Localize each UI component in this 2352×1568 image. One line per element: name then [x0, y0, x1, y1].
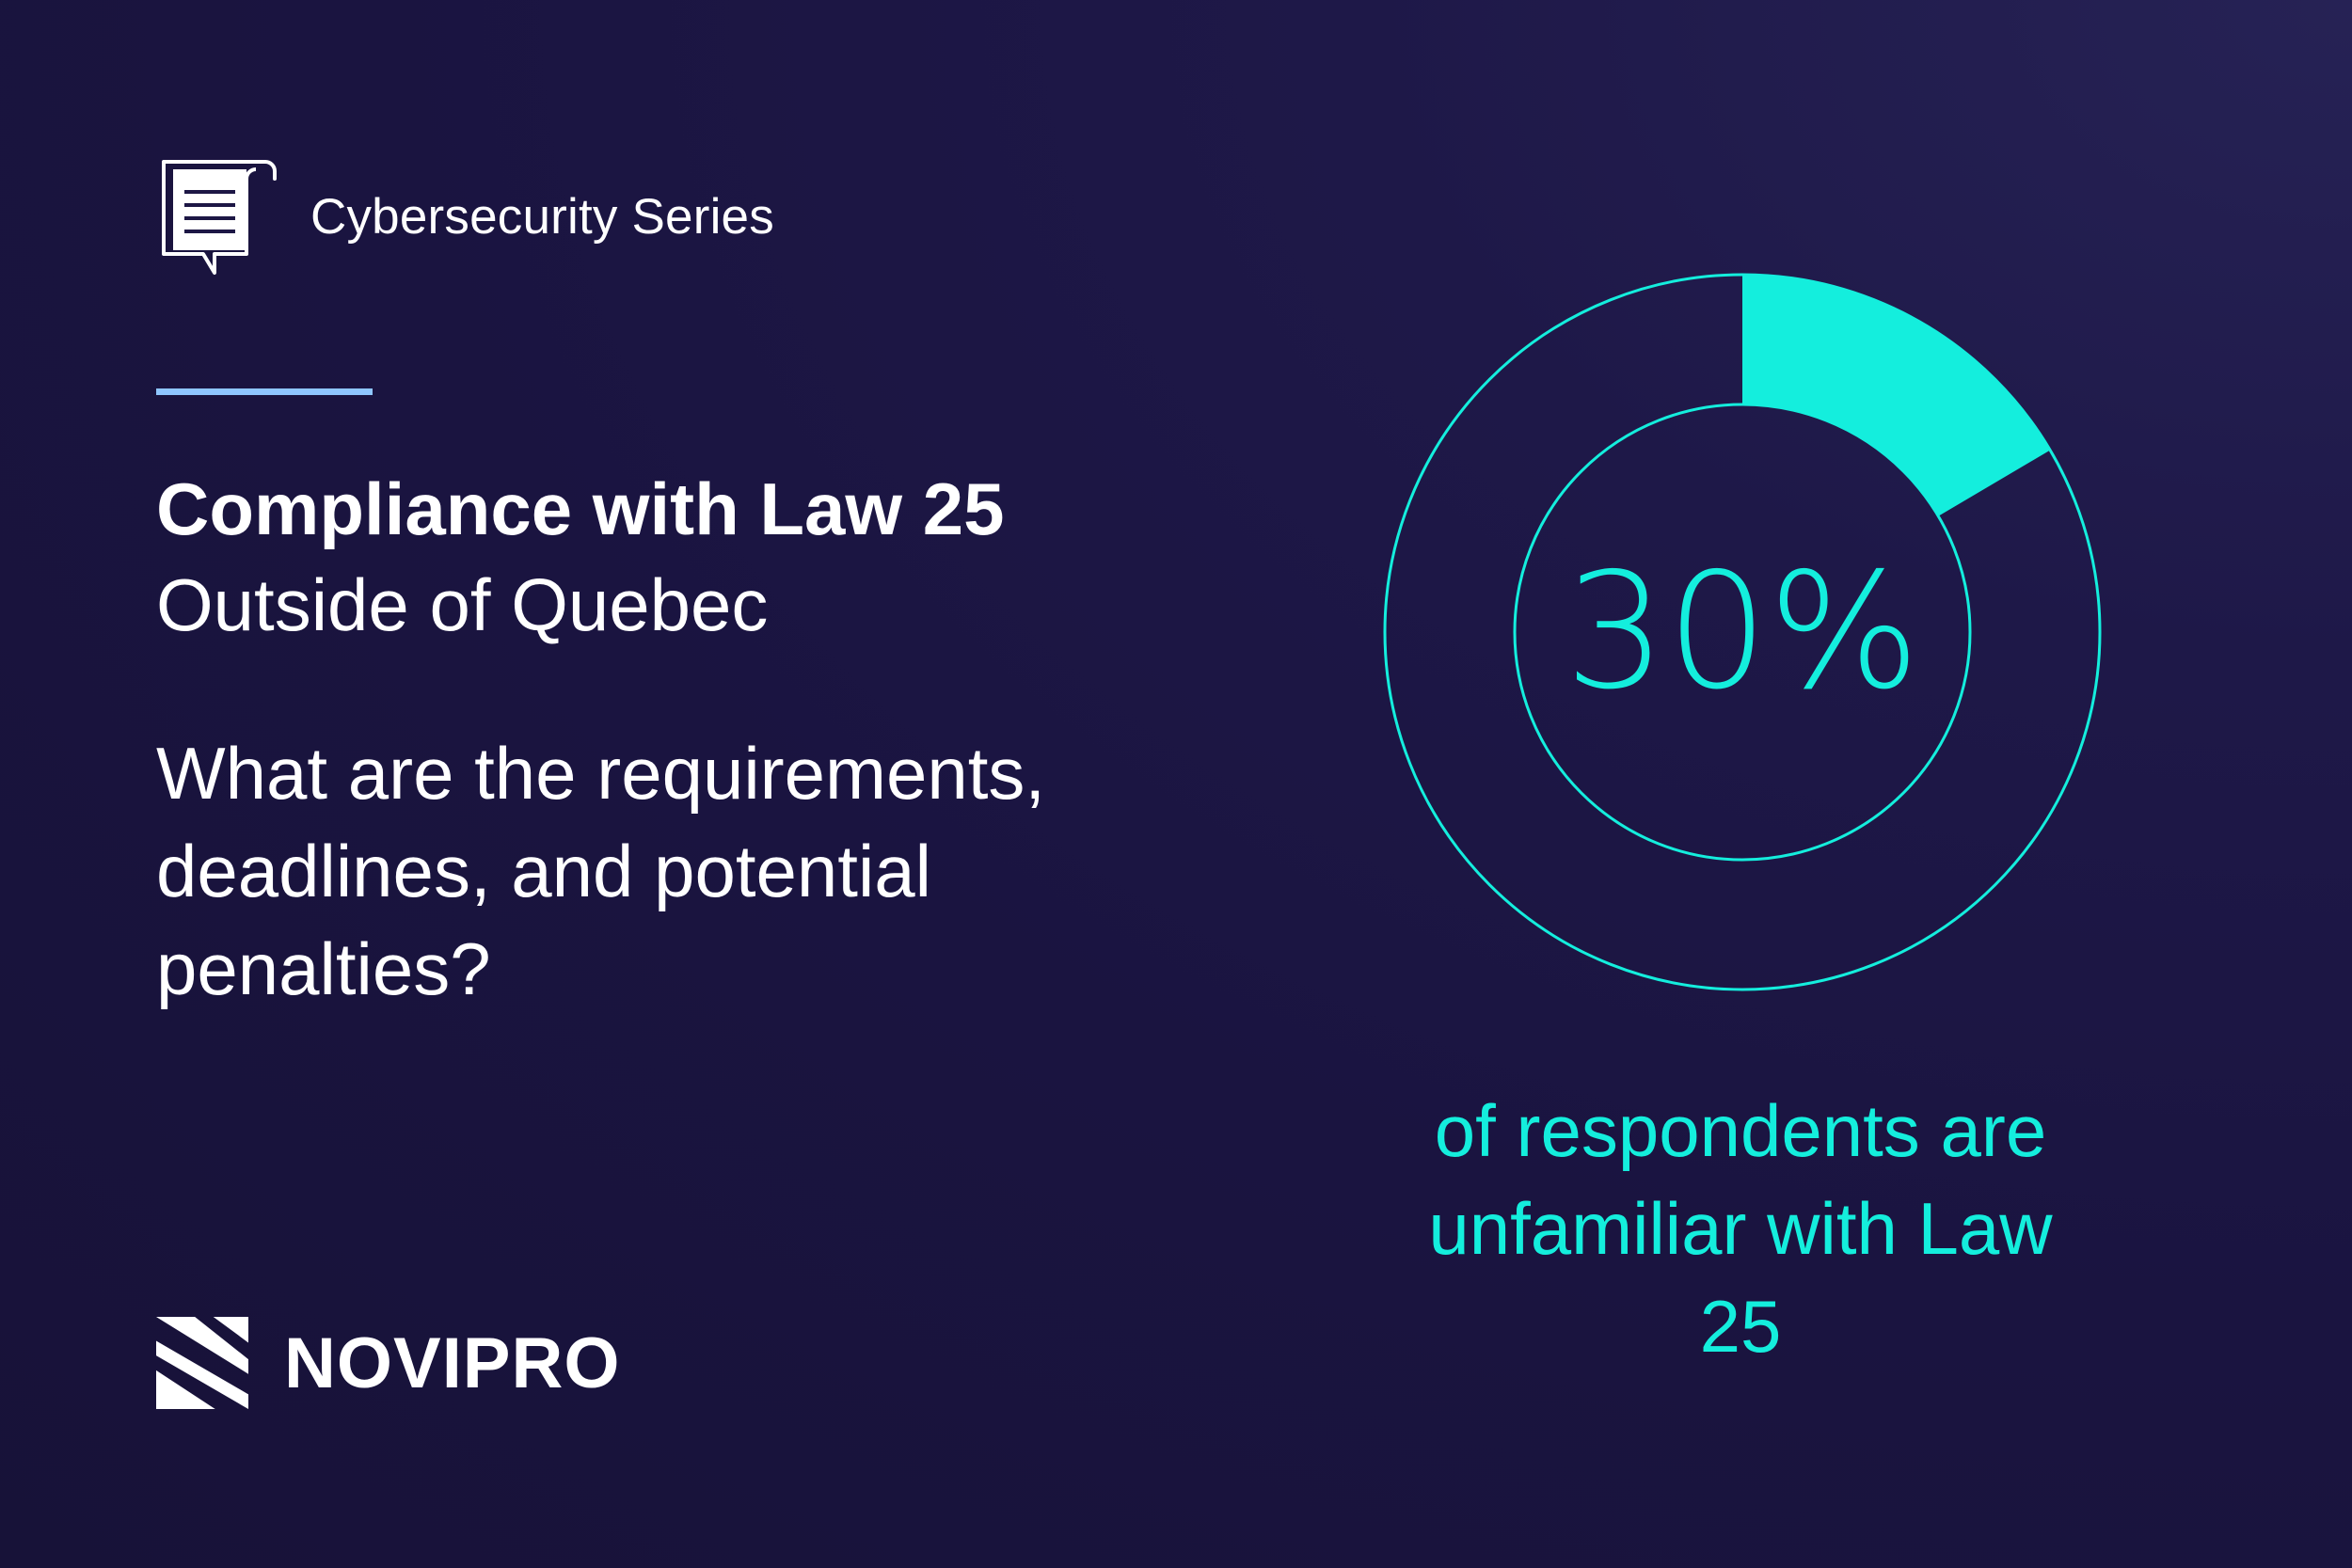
- question-text: What are the requirements, deadlines, an…: [156, 732, 1046, 1010]
- page-title: Compliance with Law 25: [156, 467, 1005, 550]
- divider: [156, 388, 373, 395]
- document-chat-icon: [162, 160, 277, 275]
- page-subtitle: Outside of Quebec: [156, 563, 769, 646]
- donut-slice: [1742, 275, 2051, 516]
- brand-name: NOVIPRO: [284, 1323, 621, 1403]
- series-header: Cybersecurity Series: [156, 156, 774, 277]
- series-label: Cybersecurity Series: [310, 188, 774, 245]
- chart-caption: of respondents are unfamiliar with Law 2…: [1428, 1089, 2053, 1368]
- donut-chart: 30%: [1383, 273, 2102, 991]
- donut-center-label: 30%: [1565, 539, 1920, 725]
- novipro-logo-icon: [156, 1317, 248, 1409]
- brand-logo: NOVIPRO: [156, 1317, 621, 1409]
- donut-marks: [1383, 273, 2102, 991]
